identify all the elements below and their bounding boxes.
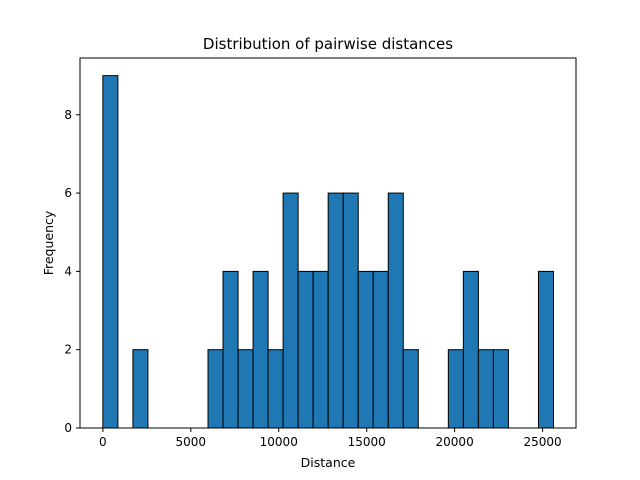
histogram-bar: [327, 192, 344, 429]
histogram-bar: [267, 349, 284, 429]
histogram-bar: [132, 349, 149, 429]
y-tick-label: 2: [64, 343, 72, 357]
histogram-bar: [312, 270, 329, 429]
histogram-bar: [237, 349, 254, 429]
x-axis-ticks: 0 5000 10000 15000 20000 25000: [99, 428, 562, 449]
histogram-bar: [387, 192, 404, 429]
x-tick-label: 0: [99, 435, 107, 449]
x-tick-label: 10000: [260, 435, 298, 449]
chart-title: Distribution of pairwise distances: [203, 35, 453, 53]
y-tick-label: 6: [64, 186, 72, 200]
histogram-bar: [462, 270, 479, 429]
y-tick-label: 0: [64, 421, 72, 435]
plot-area-frame: [79, 57, 577, 429]
histogram-bar: [342, 192, 359, 429]
histogram-bar: [207, 349, 224, 429]
histogram-bar: [402, 349, 419, 429]
y-tick-label: 8: [64, 108, 72, 122]
y-tick-label: 4: [64, 264, 72, 278]
x-tick-label: 5000: [176, 435, 207, 449]
histogram-bar: [282, 192, 299, 429]
histogram-bar: [357, 270, 374, 429]
histogram-bar: [492, 349, 509, 429]
y-axis-ticks: 0 2 4 6 8: [64, 108, 80, 435]
histogram-bar: [102, 75, 119, 429]
histogram-bar: [447, 349, 464, 429]
y-axis-label: Frequency: [41, 210, 56, 275]
histogram-bar: [477, 349, 494, 429]
histogram-bar: [252, 270, 269, 429]
histogram-bar: [222, 270, 239, 429]
x-tick-label: 20000: [436, 435, 474, 449]
x-tick-label: 25000: [523, 435, 561, 449]
histogram-bar: [297, 270, 314, 429]
histogram-bar: [537, 270, 554, 429]
x-axis-label: Distance: [301, 455, 356, 470]
x-tick-label: 15000: [348, 435, 386, 449]
histogram-bar: [372, 270, 389, 429]
